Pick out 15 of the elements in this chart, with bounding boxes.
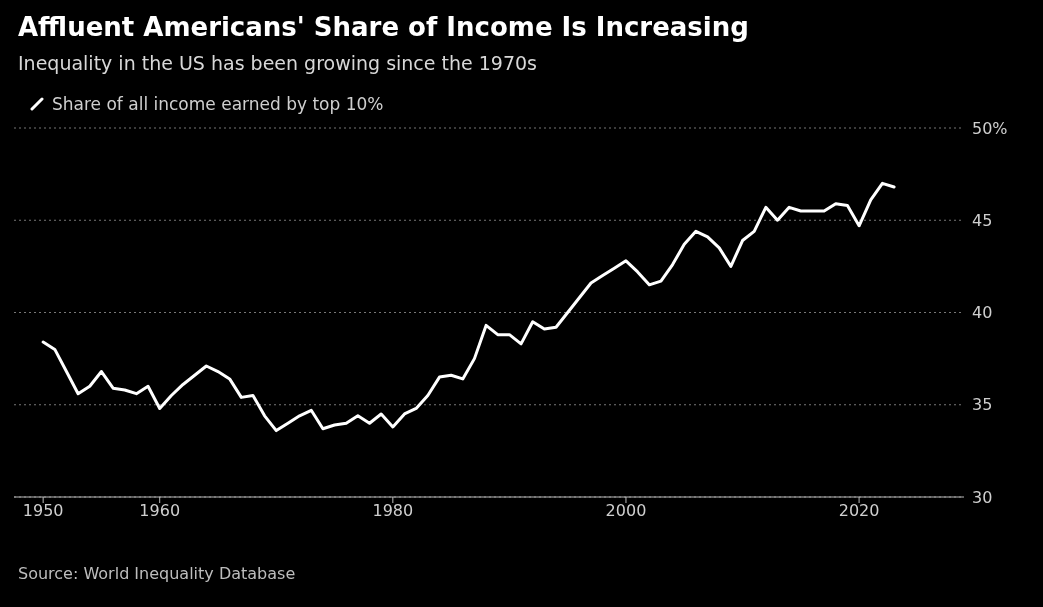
line-series [41, 181, 896, 433]
x-tick-label: 2020 [838, 501, 880, 521]
y-tick-label: 40 [972, 303, 993, 323]
y-tick-label: 45 [972, 210, 993, 230]
x-tick-label: 1960 [139, 501, 181, 521]
x-tick-label: 1950 [22, 501, 64, 521]
x-tick-label: 2000 [605, 501, 647, 521]
chart-subtitle: Inequality in the US has been growing since the 1970s [18, 52, 538, 74]
chart-title: Affluent Americans' Share of Income Is Increasing [18, 12, 749, 42]
y-tick-label: 50% [972, 118, 1008, 138]
x-tick-label: 1980 [372, 501, 414, 521]
y-tick-label: 30 [972, 487, 993, 507]
y-tick-label: 35 [972, 395, 993, 415]
legend-label: Share of all income earned by top 10% [52, 94, 384, 114]
source-note: Source: World Inequality Database [18, 564, 296, 583]
